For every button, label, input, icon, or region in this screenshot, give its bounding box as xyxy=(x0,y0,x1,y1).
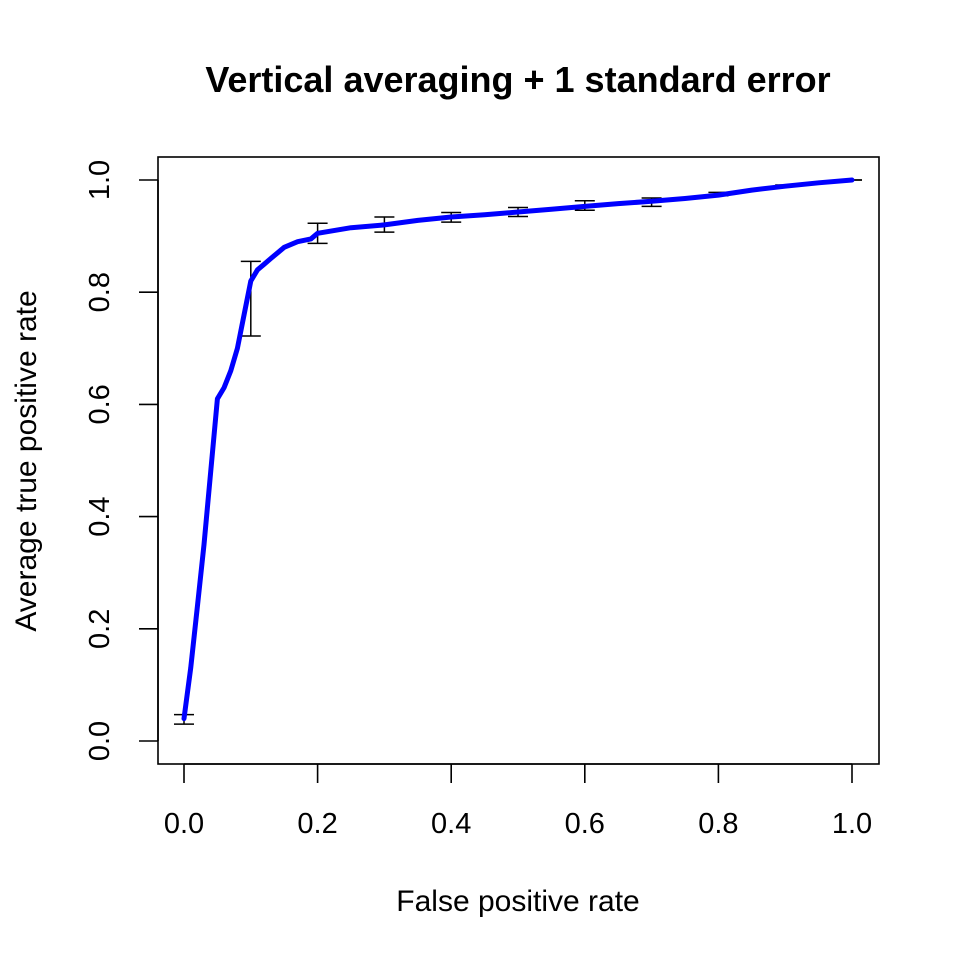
x-tick-label: 0.0 xyxy=(164,808,204,840)
y-axis-label: Average true positive rate xyxy=(10,290,43,631)
error-bar xyxy=(240,260,261,337)
x-tick-label: 0.8 xyxy=(698,808,738,840)
plot-frame xyxy=(157,156,880,765)
series-layer xyxy=(181,177,855,722)
x-axis-label: False positive rate xyxy=(396,885,639,918)
y-tick-label: 0.2 xyxy=(84,609,116,649)
y-tick-label: 0.8 xyxy=(84,272,116,312)
y-tick-label: 0.0 xyxy=(84,721,116,761)
error-bars xyxy=(174,179,862,725)
x-tick-label: 0.4 xyxy=(431,808,471,840)
x-tick-label: 0.6 xyxy=(565,808,605,840)
y-tick-label: 0.6 xyxy=(84,384,116,424)
y-tick-label: 0.4 xyxy=(84,496,116,536)
y-axis: 0.0 0.2 0.4 0.6 0.8 1.0 xyxy=(84,160,159,761)
x-axis: 0.0 0.2 0.4 0.6 0.8 1.0 xyxy=(164,763,872,840)
x-tick-label: 0.2 xyxy=(297,808,337,840)
series-line xyxy=(181,177,855,722)
x-tick-label: 1.0 xyxy=(832,808,872,840)
chart-title: Vertical averaging + 1 standard error xyxy=(205,59,830,100)
y-tick-label: 1.0 xyxy=(84,160,116,200)
